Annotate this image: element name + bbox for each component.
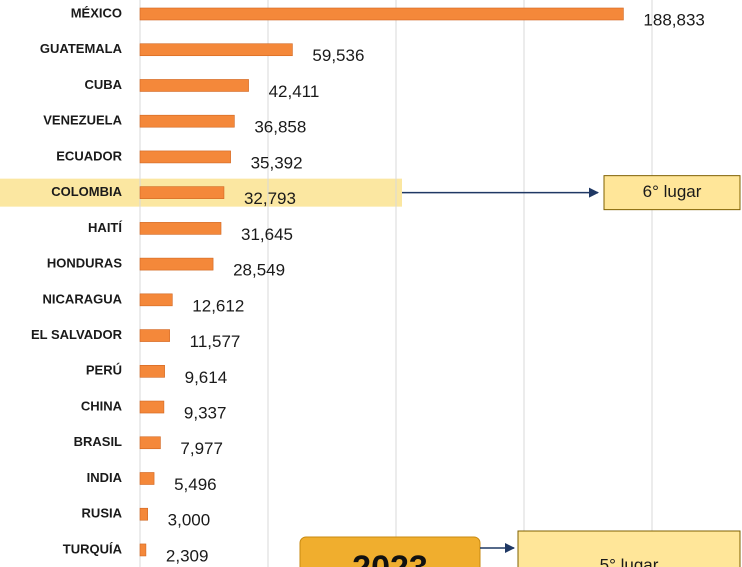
bar (139, 507, 148, 521)
category-label: PERÚ (86, 363, 122, 378)
annotation-box (517, 530, 741, 567)
value-label: 7,977 (180, 439, 223, 458)
category-label: NICARAGUA (43, 291, 123, 306)
bar (139, 79, 249, 92)
bar (139, 43, 293, 57)
category-label: VENEZUELA (43, 113, 122, 128)
category-label: HONDURAS (47, 256, 122, 271)
bar-layer: MÉXICO 188,833 GUATEMALA 59,536 CUBA 42,411 VE… (31, 5, 705, 565)
bar (139, 186, 225, 199)
value-label: 28,549 (233, 261, 285, 280)
bar (139, 293, 173, 307)
value-label: 9,614 (185, 368, 228, 387)
bar (139, 472, 155, 485)
value-label: 5,496 (174, 475, 217, 494)
category-label: ECUADOR (56, 148, 122, 163)
value-label: 59,536 (312, 46, 364, 65)
category-label: COLOMBIA (51, 184, 122, 199)
category-label: BRASIL (74, 434, 122, 449)
category-label: INDIA (87, 470, 123, 485)
value-label: 2,309 (166, 546, 209, 565)
bar (139, 364, 165, 378)
bar (139, 257, 214, 271)
value-label: 31,645 (241, 225, 293, 244)
category-label: EL SALVADOR (31, 327, 123, 342)
value-label: 35,392 (251, 153, 303, 172)
year-text: 2023 (352, 549, 428, 567)
year-badge (299, 536, 481, 567)
bar (139, 329, 170, 342)
value-label: 42,411 (269, 82, 320, 101)
category-label: TURQUÍA (63, 541, 123, 556)
category-label: RUSIA (82, 506, 123, 521)
bar (139, 7, 624, 21)
bar (139, 543, 147, 557)
bar (139, 150, 231, 164)
category-label: GUATEMALA (40, 41, 123, 56)
value-label: 9,337 (184, 404, 227, 423)
value-label: 32,793 (244, 189, 296, 208)
value-label: 3,000 (168, 511, 211, 530)
annotation-text: 6° lugar (643, 182, 702, 201)
value-label: 12,612 (192, 296, 244, 315)
annotation-box (603, 175, 741, 211)
category-label: CUBA (84, 77, 122, 92)
value-label: 188,833 (643, 10, 704, 29)
bar (139, 222, 222, 235)
annotation-text: 5° lugar (600, 555, 659, 567)
annotation-layer: 6° lugar 2023 5° lugar (299, 175, 741, 567)
value-label: 11,577 (190, 332, 241, 351)
category-label: MÉXICO (71, 5, 122, 20)
bar (139, 400, 165, 414)
bar (139, 114, 235, 128)
bar (139, 436, 161, 450)
category-label: HAITÍ (88, 220, 122, 235)
category-label: CHINA (81, 398, 123, 413)
value-label: 36,858 (254, 118, 306, 137)
